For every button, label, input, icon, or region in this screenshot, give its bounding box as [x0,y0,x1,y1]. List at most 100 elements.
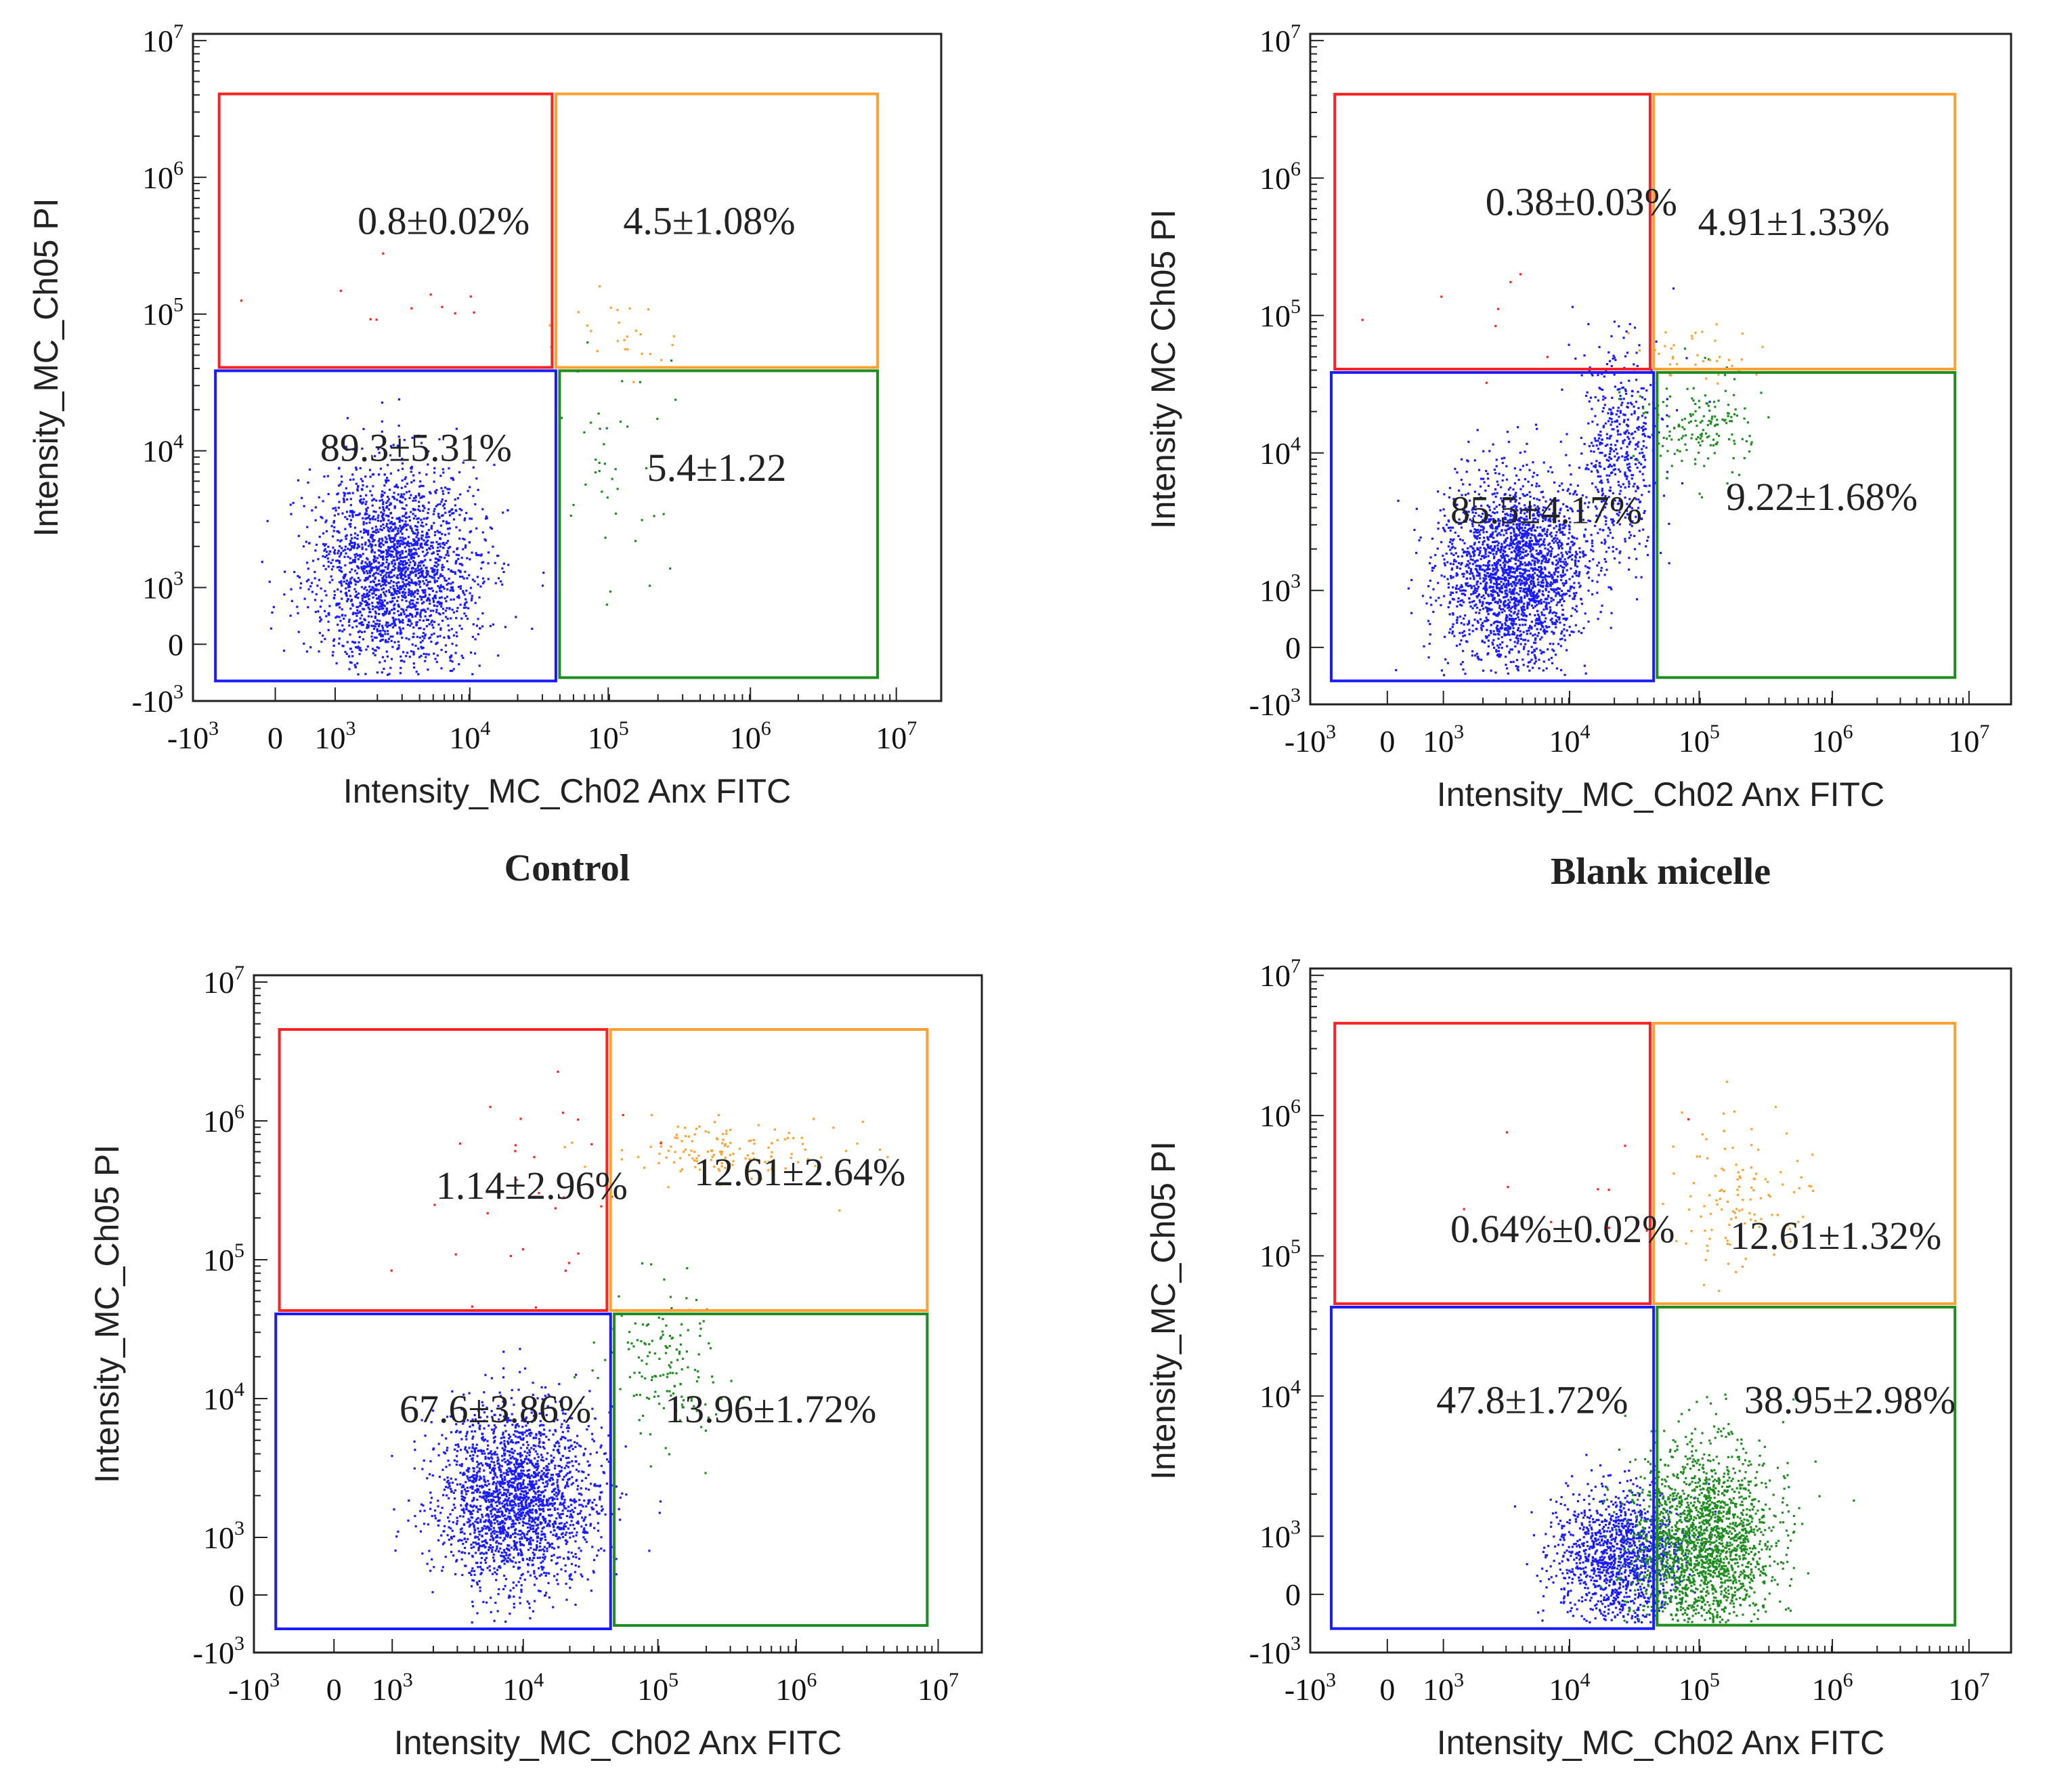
data-point-live [1563,599,1566,603]
data-point-live [1461,585,1463,589]
data-point-live [1498,611,1501,614]
data-point-live [1568,526,1571,528]
data-point-live [1410,612,1413,614]
data-point-live [410,481,413,484]
data-point-live [374,622,377,625]
data-point-live [1476,429,1479,431]
data-point-live [1650,368,1653,371]
data-point-live [1501,505,1504,508]
data-point-live [393,568,395,572]
data-point-live [1552,518,1555,521]
data-point-live [1545,578,1547,581]
data-point-live [385,561,388,563]
data-point-live [1646,553,1649,557]
data-point-live [417,576,420,580]
data-point-live [379,519,382,522]
data-point-late_apoptotic [649,353,651,356]
data-point-live [478,596,481,599]
data-point-live [1558,540,1561,543]
data-point-live [339,590,343,593]
data-point-live [1555,568,1557,571]
data-point-live [366,517,368,519]
data-point-live [358,648,361,652]
data-point-live [1588,567,1591,570]
data-point-live [1520,613,1523,616]
data-point-live [448,514,452,517]
data-point-live [1546,534,1549,538]
data-point-live [431,545,433,547]
data-point-live [1473,515,1475,517]
data-point-live [1568,551,1570,553]
data-point-live [383,580,386,583]
data-point-live [367,565,370,568]
data-point-live [1643,509,1646,513]
data-point-live [1594,524,1597,528]
data-point-live [1480,626,1483,629]
data-point-live [372,624,375,627]
data-point-live [497,577,500,580]
data-point-live [417,517,420,520]
data-point-live [379,605,381,608]
data-point-live [371,632,374,635]
data-point-live [393,542,396,546]
data-point-live [1561,595,1563,598]
data-point-live [1479,485,1482,488]
data-point-live [1563,558,1566,561]
data-point-live [349,571,351,574]
data-point-live [417,538,420,541]
data-point-live [375,622,379,625]
data-point-live [439,503,441,505]
data-point-live [1522,517,1525,520]
data-point-live [458,663,460,666]
data-point-live [1583,354,1586,357]
data-point-live [1517,559,1520,562]
data-point-live [397,540,401,542]
data-point-live [1586,572,1589,575]
data-point-live [445,579,448,582]
data-point-live [1451,597,1454,600]
data-point-live [394,528,397,530]
data-point-live [1532,542,1536,546]
data-point-live [1528,629,1530,632]
data-point-live [1563,573,1566,576]
data-point-live [389,522,391,525]
data-point-live [1526,536,1528,539]
data-point-live [1497,542,1500,545]
data-point-live [372,485,374,488]
data-point-live [418,505,420,508]
data-point-live [1514,645,1517,648]
data-point-live [326,475,329,477]
data-point-live [344,650,347,654]
data-point-live [1641,433,1644,436]
data-point-live [421,602,424,605]
data-point-live [471,578,475,581]
data-point-live [1569,507,1572,509]
data-point-live [1544,561,1547,563]
data-point-live [1573,595,1576,598]
data-point-live [1532,497,1536,500]
data-point-live [1612,546,1614,549]
data-point-necrotic [369,318,372,320]
data-point-live [1522,556,1525,559]
data-point-live [425,549,429,551]
data-point-live [396,631,399,634]
data-point-live [1513,542,1516,546]
data-point-live [408,601,411,603]
data-point-live [416,534,418,536]
data-point-live [455,644,458,647]
data-point-live [1537,622,1540,626]
data-point-live [1468,483,1471,486]
data-point-live [332,522,335,524]
data-point-live [1492,639,1495,641]
data-point-live [1496,583,1499,586]
data-point-live [1476,535,1479,538]
data-point-live [1522,590,1525,593]
data-point-live [379,602,382,605]
data-point-live [1582,626,1585,630]
data-point-live [408,549,410,551]
data-point-live [477,488,479,491]
data-point-live [434,658,437,660]
data-point-live [417,434,420,437]
data-point-live [452,598,455,601]
data-point-live [1496,480,1498,483]
